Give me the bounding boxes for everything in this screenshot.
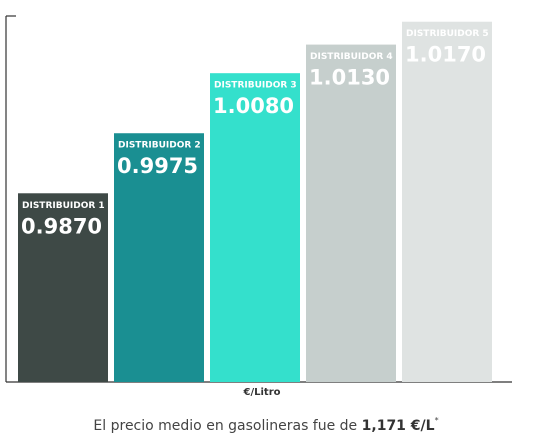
bar bbox=[18, 193, 108, 382]
bar-category: DISTRIBUIDOR 5 bbox=[406, 29, 489, 39]
bar bbox=[210, 73, 300, 382]
caption: El precio medio en gasolineras fue de 1,… bbox=[93, 416, 438, 435]
caption-text: El precio medio en gasolineras fue de bbox=[93, 418, 357, 434]
x-axis-label: €/Litro bbox=[243, 387, 281, 398]
bar-category: DISTRIBUIDOR 1 bbox=[22, 201, 105, 211]
bar bbox=[402, 21, 492, 382]
bar-value: 0.9870 bbox=[21, 214, 102, 238]
bar-category: DISTRIBUIDOR 4 bbox=[310, 52, 393, 62]
bar-value: 1.0170 bbox=[405, 43, 486, 67]
bar bbox=[114, 133, 204, 382]
caption-mark: * bbox=[435, 416, 439, 425]
bar-value: 1.0080 bbox=[213, 94, 294, 118]
bar-value: 1.0130 bbox=[309, 66, 390, 90]
bar-value: 0.9975 bbox=[117, 154, 198, 178]
caption-value: 1,171 €/L bbox=[362, 418, 435, 434]
bar bbox=[306, 44, 396, 382]
bar-category: DISTRIBUIDOR 3 bbox=[214, 81, 297, 91]
bar-category: DISTRIBUIDOR 2 bbox=[118, 141, 201, 151]
